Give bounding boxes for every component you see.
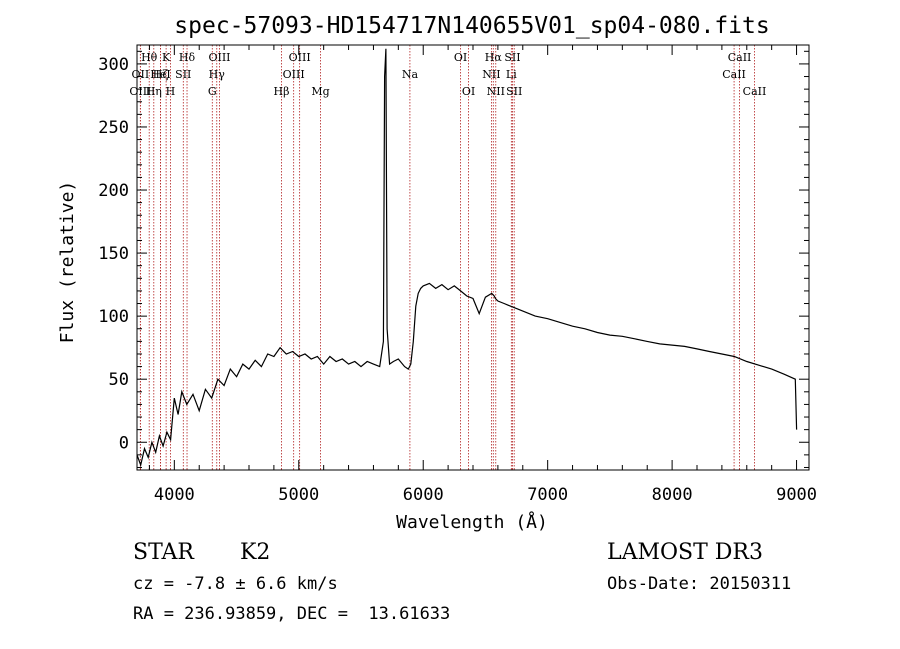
line-marker-label: Mg <box>311 85 329 98</box>
line-marker-label: CaII <box>722 68 746 81</box>
line-marker-label: OI <box>462 85 475 98</box>
y-tick-label: 250 <box>98 118 129 138</box>
line-marker-label: OIII <box>208 51 230 64</box>
x-tick-label: 6000 <box>403 485 444 505</box>
y-tick-label: 50 <box>109 370 129 390</box>
line-marker-label: NII <box>482 68 500 81</box>
line-marker-label: SII <box>504 51 520 64</box>
line-marker-label: OI <box>454 51 467 64</box>
y-tick-label: 300 <box>98 55 129 75</box>
line-marker-label: CaII <box>743 85 767 98</box>
redshift-text: cz = -7.8 ± 6.6 km/s <box>133 574 338 594</box>
x-axis-ticks: 4000 5000 6000 7000 8000 9000 <box>148 45 817 505</box>
y-tick-label: 200 <box>98 181 129 201</box>
object-subclass: K2 <box>240 540 270 565</box>
line-marker-label: OIII <box>129 85 151 98</box>
spectrum-line <box>136 48 798 468</box>
line-marker-label: Hθ <box>141 51 158 64</box>
line-marker-label: Hγ <box>209 68 226 81</box>
line-marker-label: CaII <box>728 51 752 64</box>
chart-title: spec-57093-HD154717N140655V01_sp04-080.f… <box>174 13 769 39</box>
line-marker-label: SII <box>506 85 522 98</box>
x-tick-label: 8000 <box>652 485 693 505</box>
line-marker-label: HeI <box>150 68 170 81</box>
coordinates: RA = 236.93859, DEC = 13.61633 <box>133 604 450 624</box>
line-marker-label: OII <box>132 68 150 81</box>
x-tick-label: 7000 <box>527 485 568 505</box>
object-class: STAR <box>133 540 195 565</box>
line-marker-label: Na <box>402 68 419 81</box>
y-tick-label: 100 <box>98 307 129 327</box>
plot-frame <box>136 44 810 471</box>
line-marker-label: K <box>162 51 171 64</box>
line-marker-label: Hα <box>485 51 503 64</box>
y-axis-label: Flux (relative) <box>57 181 78 344</box>
survey-name: LAMOST DR3 <box>607 540 763 565</box>
line-marker-label: Hβ <box>274 85 290 98</box>
line-marker-label: Hζ <box>153 68 169 81</box>
line-marker-label: OIII <box>283 68 305 81</box>
x-axis-label: Wavelength (Å) <box>396 511 548 533</box>
y-tick-label: 150 <box>98 244 129 264</box>
line-marker-label: H <box>166 85 176 98</box>
x-tick-label: 9000 <box>776 485 817 505</box>
line-marker-label: Hδ <box>179 51 196 64</box>
line-marker-label: NII <box>487 85 505 98</box>
line-markers <box>139 45 755 470</box>
line-marker-label: SII <box>175 68 191 81</box>
line-marker-label: G <box>208 85 217 98</box>
line-marker-label: Hη <box>146 85 162 98</box>
line-marker-label: OIII <box>289 51 311 64</box>
x-tick-label: 5000 <box>278 485 319 505</box>
line-marker-label: Li <box>506 68 517 81</box>
y-tick-label: 0 <box>119 433 129 453</box>
x-tick-label: 4000 <box>154 485 195 505</box>
y-axis-ticks: 0 50 100 150 200 250 300 <box>98 50 809 468</box>
obs-date: Obs-Date: 20150311 <box>607 574 791 594</box>
